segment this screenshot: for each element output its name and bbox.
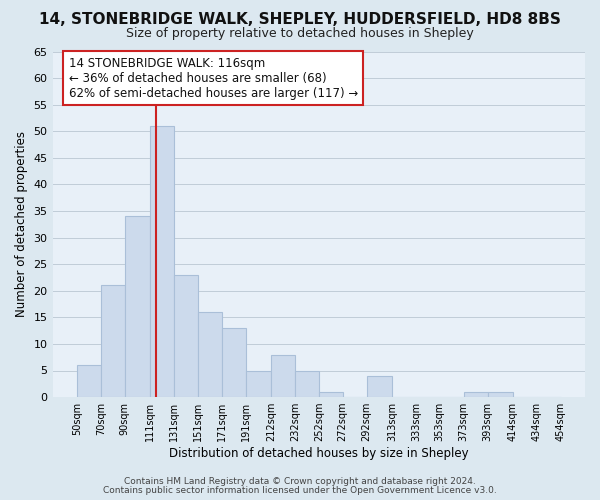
Bar (319, 392, 343, 397)
Bar (367, 376, 392, 397)
Bar (464, 392, 488, 397)
Bar (245, 370, 271, 397)
Bar (77, 365, 101, 397)
Bar (295, 370, 319, 397)
Bar (222, 328, 245, 397)
Bar (488, 392, 513, 397)
Y-axis label: Number of detached properties: Number of detached properties (15, 132, 28, 318)
Text: Contains HM Land Registry data © Crown copyright and database right 2024.: Contains HM Land Registry data © Crown c… (124, 477, 476, 486)
Bar (125, 216, 150, 397)
Bar (174, 275, 198, 397)
X-axis label: Distribution of detached houses by size in Shepley: Distribution of detached houses by size … (169, 447, 469, 460)
Bar (271, 354, 295, 397)
Text: Contains public sector information licensed under the Open Government Licence v3: Contains public sector information licen… (103, 486, 497, 495)
Bar (150, 126, 174, 397)
Text: 14 STONEBRIDGE WALK: 116sqm
← 36% of detached houses are smaller (68)
62% of sem: 14 STONEBRIDGE WALK: 116sqm ← 36% of det… (68, 56, 358, 100)
Text: Size of property relative to detached houses in Shepley: Size of property relative to detached ho… (126, 28, 474, 40)
Bar (198, 312, 222, 397)
Text: 14, STONEBRIDGE WALK, SHEPLEY, HUDDERSFIELD, HD8 8BS: 14, STONEBRIDGE WALK, SHEPLEY, HUDDERSFI… (39, 12, 561, 28)
Bar (101, 286, 125, 397)
